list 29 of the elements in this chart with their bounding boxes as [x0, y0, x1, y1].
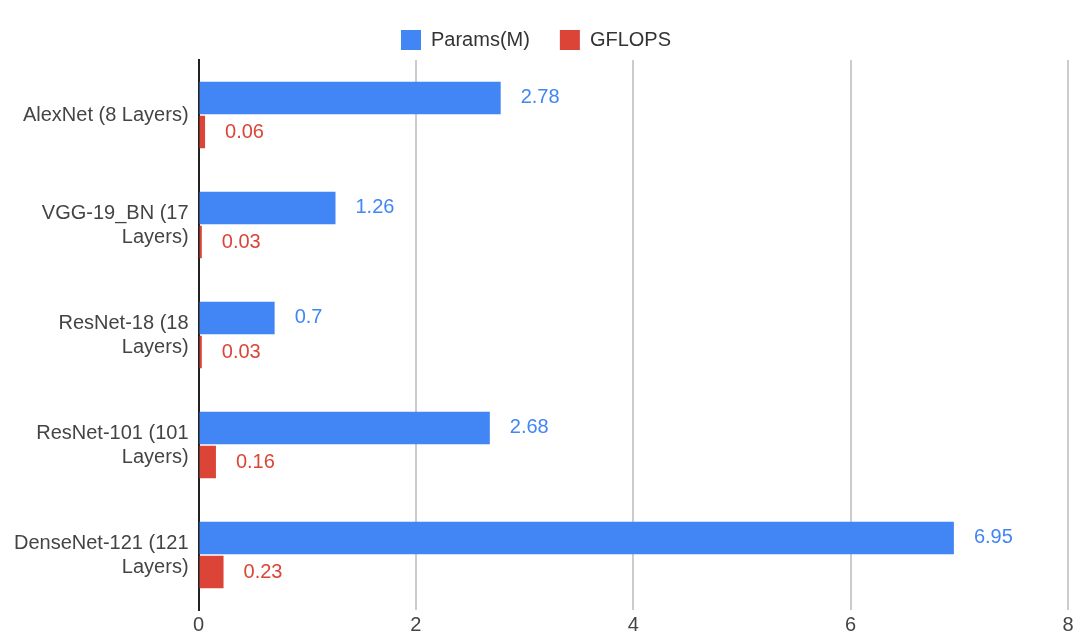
data-label: 6.95: [973, 525, 1013, 548]
data-label: 2.78: [520, 85, 560, 108]
data-label: 0.23: [243, 559, 283, 582]
x-tick-label: 0: [192, 612, 205, 635]
x-tick-label: 8: [1062, 612, 1074, 635]
y-tick-label: ResNet-101 (101 Layers): [36, 420, 189, 467]
legend-label: Params(M): [430, 27, 530, 50]
y-tick-label: VGG-19_BN (17 Layers): [41, 200, 189, 247]
data-label: 0.06: [225, 119, 265, 142]
bar: [199, 411, 490, 445]
x-tick-label: 6: [845, 612, 857, 635]
data-label: 0.03: [221, 339, 261, 362]
x-tick-label: 4: [627, 612, 639, 635]
data-label: 1.26: [355, 195, 395, 218]
y-tick-label: DenseNet-121 (121 Layers): [13, 530, 189, 577]
x-tick-label: 2: [410, 612, 422, 635]
legend-label: GFLOPS: [589, 27, 672, 50]
y-tick-label: ResNet-18 (18 Layers): [58, 310, 189, 357]
bar: [199, 555, 224, 589]
bar: [199, 191, 336, 225]
bar: [199, 445, 216, 479]
data-label: 0.16: [235, 449, 275, 472]
bar: [199, 81, 501, 115]
data-label: 0.03: [221, 229, 261, 252]
bar: [199, 301, 275, 335]
data-label: 0.7: [294, 305, 323, 328]
bar: [199, 521, 954, 555]
y-tick-label: AlexNet (8 Layers): [22, 102, 189, 125]
data-label: 2.68: [509, 415, 549, 438]
